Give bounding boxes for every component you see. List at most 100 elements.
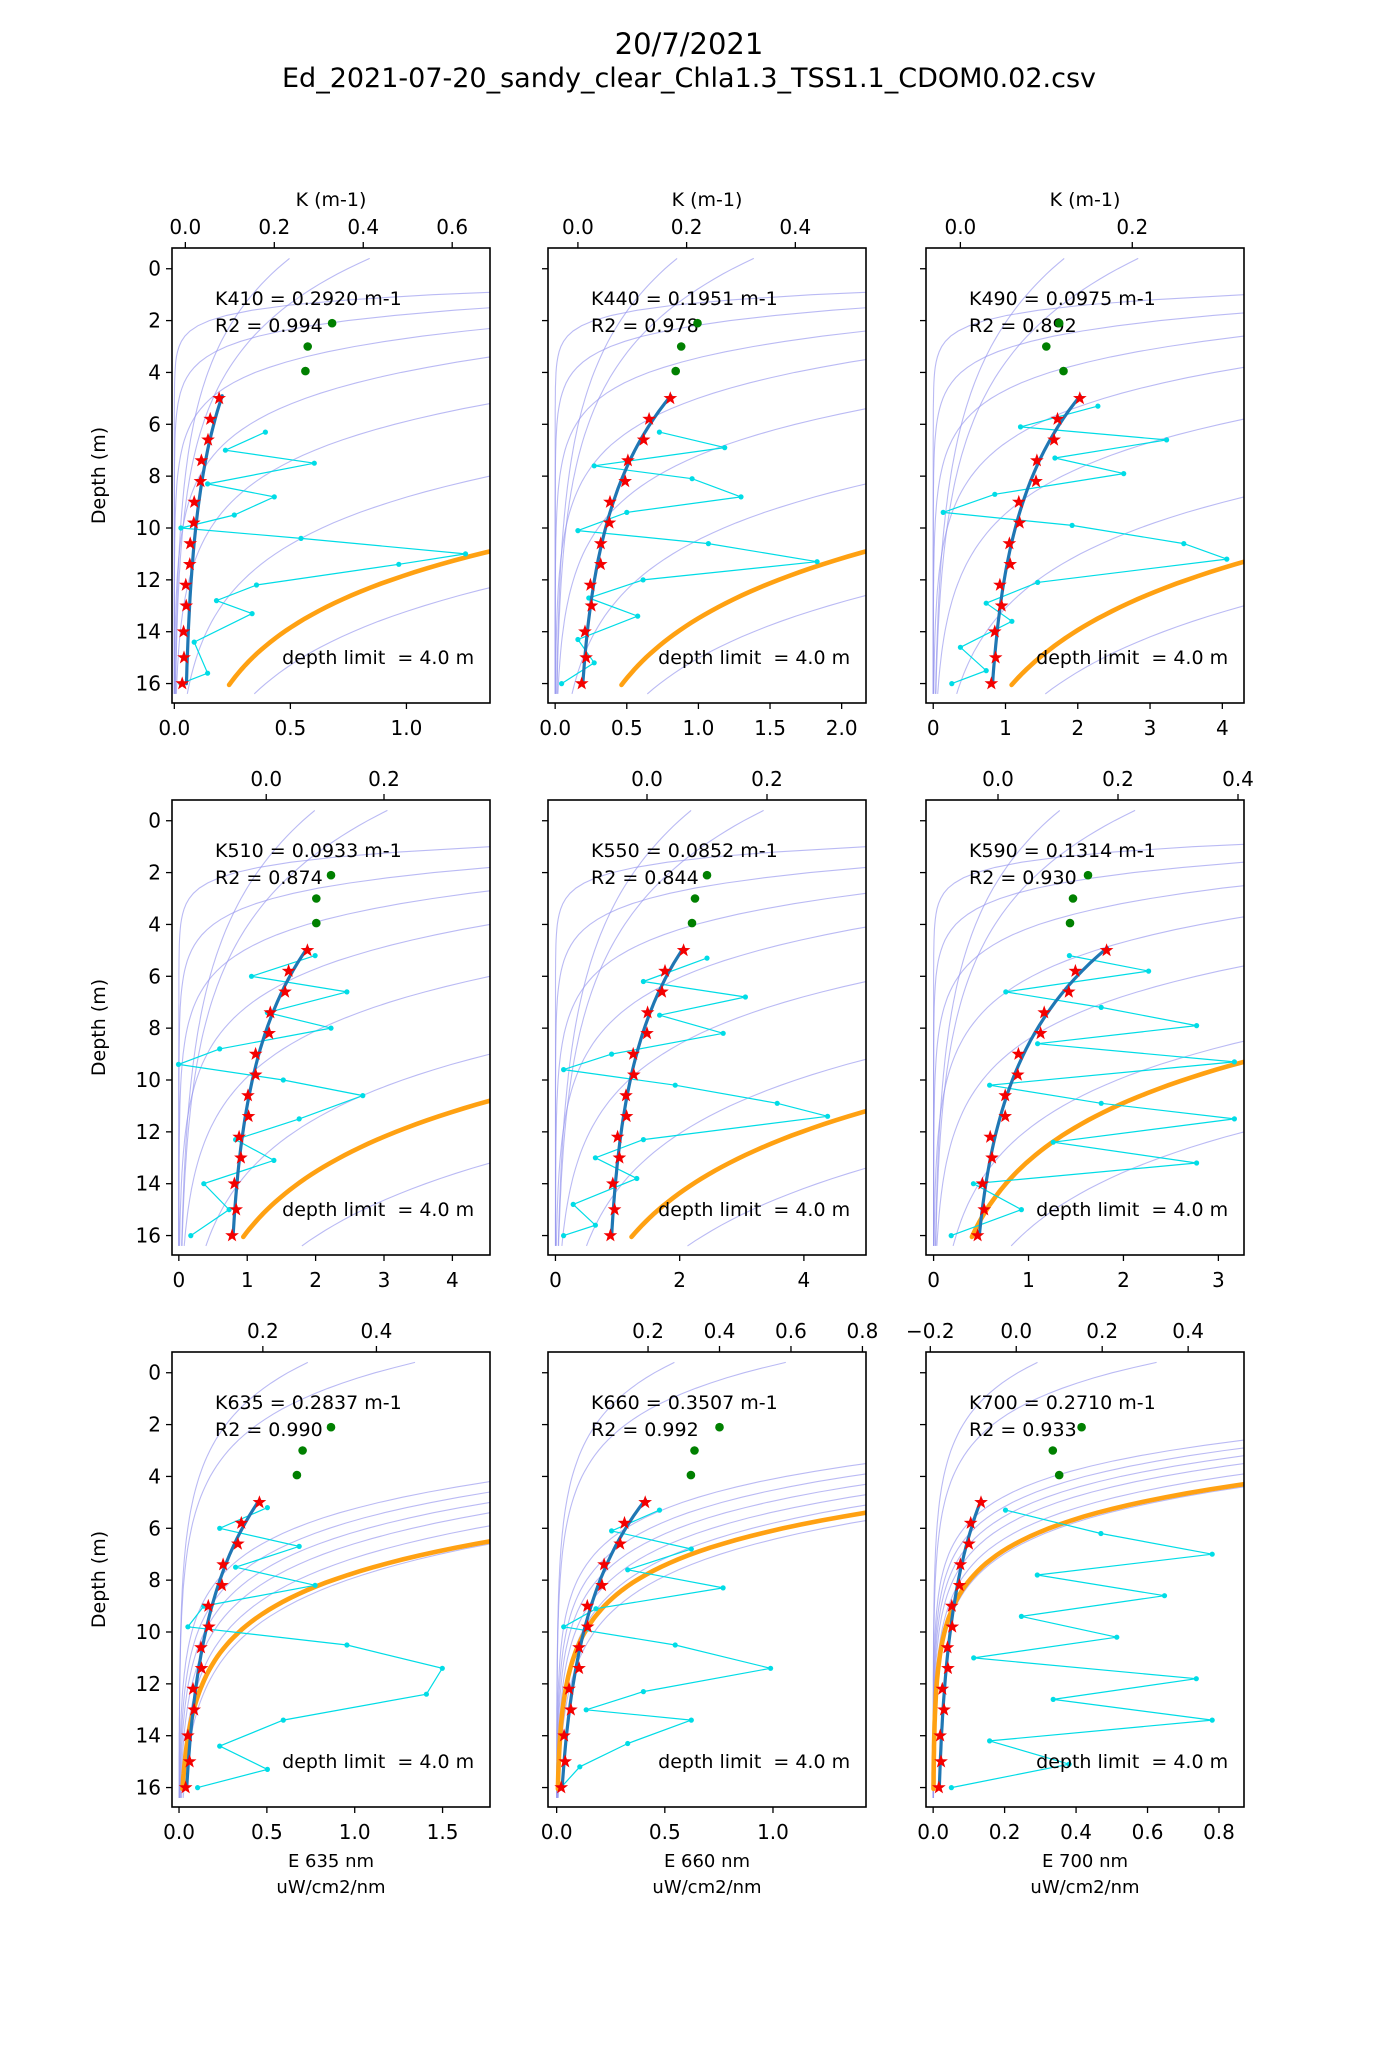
annotation-depth-limit: depth limit = 4.0 m	[282, 1199, 474, 1221]
green-k-dot	[312, 918, 321, 928]
green-k-dot	[326, 1422, 336, 1432]
depth-tick-label: 14	[136, 1172, 161, 1196]
annotation-r2-value: R2 = 0.978	[591, 315, 699, 337]
depth-tick-label: 6	[148, 1516, 161, 1540]
noisy-k-point	[640, 577, 646, 583]
k-fit-line	[184, 394, 224, 686]
noisy-k-point	[1231, 1116, 1237, 1122]
green-k-dot	[1048, 1446, 1058, 1455]
green-k-dots	[292, 1422, 336, 1480]
noisy-k-point	[311, 460, 317, 466]
k-star-markers	[574, 391, 678, 690]
depth-tick-label: 14	[136, 620, 161, 644]
bg-model-curve	[178, 1481, 490, 1798]
k-fit-line	[937, 1498, 983, 1790]
e-tick-label: 4	[1216, 716, 1229, 740]
green-k-dot	[1054, 1470, 1064, 1480]
noisy-k-profile	[178, 429, 469, 687]
e-tick-label: 2	[673, 1268, 686, 1292]
bg-model-curve	[554, 359, 866, 694]
e-tick-label: 4	[446, 1268, 459, 1292]
k-axis-top: 0.0 0.2	[944, 215, 1148, 248]
noisy-k-point	[609, 1051, 615, 1057]
noisy-k-point	[1231, 1059, 1237, 1065]
k-fit-line	[610, 946, 686, 1238]
e-axis-bottom: 0 1 2 3	[927, 1255, 1225, 1292]
noisy-k-point	[1194, 1160, 1200, 1166]
noisy-k-point	[271, 494, 277, 500]
k-star-marker	[234, 1150, 248, 1164]
k-star-marker	[952, 1578, 967, 1592]
k-star-marker	[186, 515, 201, 529]
noisy-k-point	[1009, 618, 1015, 624]
green-k-dot	[1042, 342, 1051, 351]
depth-tick-label: 16	[136, 1224, 161, 1248]
bg-model-curve	[561, 980, 866, 1246]
e-tick-label: 1.0	[339, 1820, 371, 1844]
bg-model-curve	[175, 257, 370, 694]
noisy-k-point	[970, 1181, 976, 1187]
k-fit-line	[560, 1498, 647, 1790]
bg-model-curve	[933, 885, 1244, 1246]
noisy-k-point	[656, 429, 662, 435]
noisy-k-point	[328, 1025, 334, 1031]
k-star-marker	[182, 1754, 197, 1768]
x-axis-label: E 700 nm	[1042, 1851, 1128, 1872]
k-star-marker	[1002, 536, 1017, 550]
e-tick-label: 0	[172, 1268, 185, 1292]
k-tick-label: 0.6	[436, 215, 468, 239]
bg-model-curve	[558, 809, 764, 1246]
bg-model-curve	[585, 1058, 866, 1247]
depth-tick-label: 0	[148, 1361, 161, 1385]
noisy-k-point	[688, 1717, 694, 1723]
k-axis-title: K (m-1)	[672, 189, 743, 211]
green-k-dots	[686, 1422, 724, 1480]
e-tick-label: 0.0	[541, 1820, 573, 1844]
k-axis-top: −0.2 0.0 0.2 0.4	[906, 1319, 1204, 1352]
annotation-depth-limit: depth limit = 4.0 m	[658, 1199, 850, 1221]
green-k-dot	[312, 894, 321, 903]
y-axis-label: Depth (m)	[88, 427, 110, 524]
bg-model-curve	[182, 1543, 490, 1798]
k-star-marker	[998, 1109, 1012, 1123]
noisy-k-point	[640, 1689, 646, 1695]
noisy-k-point	[625, 1567, 631, 1573]
e-tick-label: 1.0	[391, 716, 423, 740]
k-star-markers	[932, 1495, 988, 1794]
e-tick-label: 0.0	[539, 716, 571, 740]
green-k-dots	[1065, 870, 1093, 928]
noisy-k-point	[1181, 541, 1187, 547]
noisy-k-point	[640, 978, 646, 985]
subplot-k635: 0 2 4 6 8 10 12 14 16 Depth (m) 0.2 0.4 0.0 0.5 1.0 1.5…	[88, 1319, 491, 1898]
green-k-dot	[690, 1446, 699, 1455]
k-star-marker	[1033, 1026, 1048, 1040]
k-star-marker	[183, 536, 198, 550]
noisy-k-point	[624, 509, 630, 515]
k-star-marker	[988, 650, 1003, 664]
k-star-marker	[229, 1202, 243, 1216]
k-star-marker	[201, 1598, 216, 1612]
noisy-k-point	[593, 1606, 599, 1612]
e-tick-label: 1	[1022, 1268, 1035, 1292]
noisy-k-point	[738, 494, 744, 500]
k-star-marker	[626, 1046, 640, 1060]
k-star-markers	[970, 943, 1114, 1242]
depth-tick-label: 2	[148, 861, 161, 885]
orange-model-curve	[1009, 559, 1244, 688]
green-k-dots	[1048, 1422, 1086, 1480]
e-tick-label: 0.6	[1132, 1820, 1164, 1844]
annotation-depth-limit: depth limit = 4.0 m	[1036, 1751, 1228, 1773]
k-star-marker	[300, 943, 315, 957]
plot-area	[175, 809, 490, 1247]
noisy-k-point	[722, 445, 728, 451]
k-tick-label: 0.4	[347, 215, 379, 239]
e-axis-bottom: 0.0 0.5 1.0 1.5 2.0	[539, 703, 858, 740]
k-axis-top: 0.2 0.4 0.6 0.8	[632, 1319, 878, 1352]
noisy-k-point	[296, 1543, 302, 1549]
noisy-k-point	[575, 528, 581, 534]
k-star-marker	[607, 1202, 622, 1216]
green-k-dots	[301, 318, 337, 376]
k-star-marker	[618, 474, 632, 488]
noisy-k-line	[180, 431, 466, 685]
k-star-marker	[203, 411, 218, 425]
